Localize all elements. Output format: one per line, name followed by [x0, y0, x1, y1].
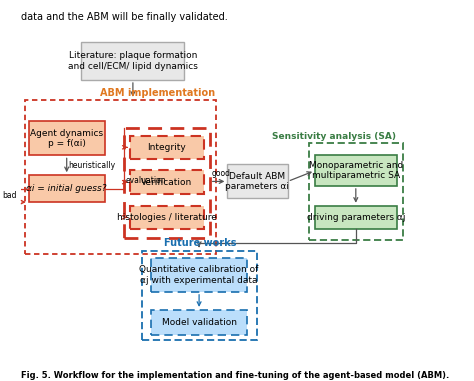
FancyBboxPatch shape	[130, 170, 204, 194]
FancyBboxPatch shape	[228, 164, 288, 199]
Text: Sensitivity analysis (SA): Sensitivity analysis (SA)	[273, 132, 396, 141]
FancyBboxPatch shape	[29, 121, 105, 155]
Text: Model validation: Model validation	[162, 318, 237, 327]
FancyBboxPatch shape	[130, 136, 204, 159]
Text: Default ABM
parameters αi: Default ABM parameters αi	[226, 172, 290, 191]
FancyBboxPatch shape	[315, 155, 397, 186]
Text: Literature: plaque formation
and cell/ECM/ lipid dynamics: Literature: plaque formation and cell/EC…	[68, 51, 198, 71]
Text: Quantitative calibration of
αj with experimental data: Quantitative calibration of αj with expe…	[139, 265, 259, 285]
Text: Agent dynamics
p = f(αi): Agent dynamics p = f(αi)	[30, 129, 103, 148]
Text: histologies / literature: histologies / literature	[117, 213, 217, 222]
FancyBboxPatch shape	[29, 175, 105, 202]
Text: Future works: Future works	[164, 238, 237, 248]
Text: data and the ABM will be finally validated.: data and the ABM will be finally validat…	[21, 12, 228, 22]
FancyBboxPatch shape	[151, 310, 247, 335]
Text: heuristically: heuristically	[69, 161, 116, 170]
FancyBboxPatch shape	[151, 258, 247, 292]
Text: evaluation: evaluation	[126, 176, 167, 185]
Text: Fig. 5. Workflow for the implementation and fine-tuning of the agent-based model: Fig. 5. Workflow for the implementation …	[21, 371, 449, 380]
Text: driving parameters αj: driving parameters αj	[307, 213, 405, 222]
FancyBboxPatch shape	[82, 42, 184, 80]
Text: good: good	[212, 169, 231, 178]
Text: ABM implementation: ABM implementation	[100, 88, 215, 98]
Text: Monoparametric and
multiparametric SA: Monoparametric and multiparametric SA	[309, 161, 403, 180]
FancyBboxPatch shape	[130, 206, 204, 229]
Text: bad: bad	[2, 191, 17, 200]
Text: Verification: Verification	[141, 178, 192, 187]
FancyBboxPatch shape	[315, 206, 397, 229]
Text: Integrity: Integrity	[147, 143, 186, 152]
Text: αi = initial guess?: αi = initial guess?	[27, 184, 107, 193]
